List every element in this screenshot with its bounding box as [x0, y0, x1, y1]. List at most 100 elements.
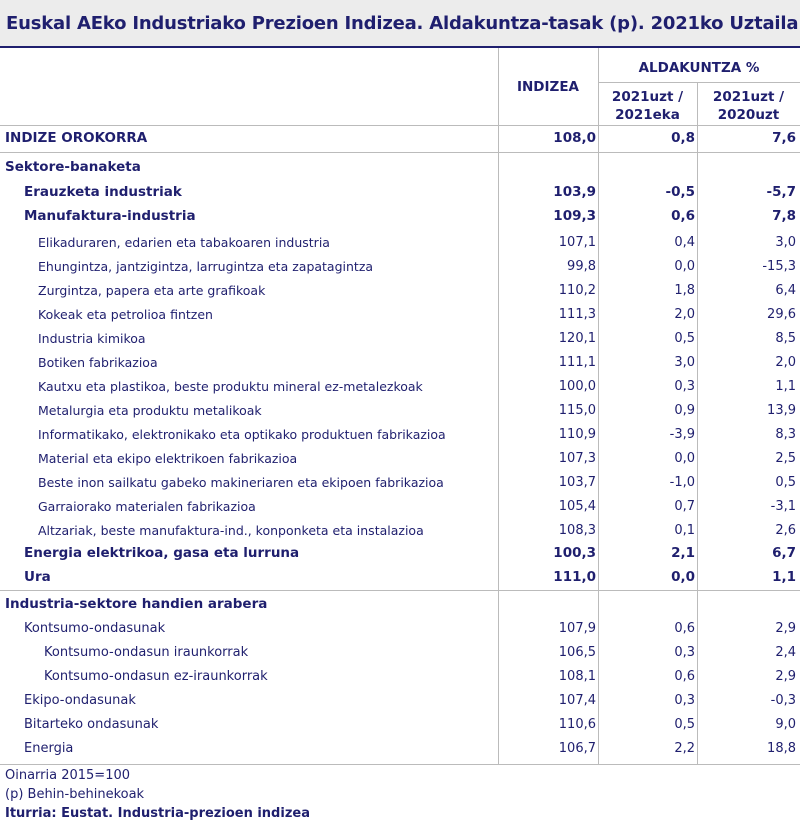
row-label: Kontsumo-ondasun ez-iraunkorrak: [44, 669, 268, 684]
table-row: Ekipo-ondasunak 107,4 0,3 -0,3: [0, 689, 800, 713]
cell-urtekoa: 2,0: [775, 355, 796, 370]
cell-indizea: 110,6: [558, 717, 596, 732]
cell-indizea: 111,1: [558, 355, 596, 370]
row-label: Elikaduraren, edarien eta tabakoaren ind…: [38, 235, 330, 250]
cell-hilekoa: 0,0: [674, 259, 695, 274]
row-label: Informatikako, elektronikako eta optikak…: [38, 427, 446, 442]
cell-indizea: 108,0: [553, 130, 596, 146]
row-label: Beste inon sailkatu gabeko makineriaren …: [38, 475, 444, 490]
row-label: Kautxu eta plastikoa, beste produktu min…: [38, 379, 423, 394]
table-row: Erauzketa industriak 103,9 -0,5 -5,7: [0, 180, 800, 204]
section-divider: [0, 152, 800, 153]
footnote-source: Iturria: Eustat. Industria-prezioen indi…: [5, 806, 310, 821]
row-label: Energia elektrikoa, gasa eta lurruna: [24, 545, 300, 561]
table-row: Kokeak eta petrolioa fintzen 111,3 2,0 2…: [0, 303, 800, 327]
table-row: Kontsumo-ondasun ez-iraunkorrak 108,1 0,…: [0, 665, 800, 689]
row-label: Zurgintza, papera eta arte grafikoak: [38, 283, 266, 298]
row-label: Botiken fabrikazioa: [38, 355, 158, 370]
table-row: Beste inon sailkatu gabeko makineriaren …: [0, 471, 800, 495]
section-heading: Sektore-banaketa: [0, 155, 800, 179]
cell-urtekoa: 13,9: [767, 403, 796, 418]
cell-urtekoa: 2,9: [775, 621, 796, 636]
row-label: Metalurgia eta produktu metalikoak: [38, 403, 262, 418]
table-row: Kontsumo-ondasunak 107,9 0,6 2,9: [0, 617, 800, 641]
cell-hilekoa: 0,6: [674, 669, 695, 684]
footnote-provisional: (p) Behin-behinekoak: [5, 787, 145, 802]
table-bottom-line: [0, 764, 800, 765]
cell-urtekoa: 2,9: [775, 669, 796, 684]
cell-hilekoa: -1,0: [669, 475, 695, 490]
header-col-urtekoa-1: 2021uzt /: [712, 89, 785, 105]
column-divider: [498, 48, 499, 765]
row-label: Ehungintza, jantzigintza, larrugintza et…: [38, 259, 374, 274]
row-label: INDIZE OROKORRA: [5, 130, 148, 146]
cell-hilekoa: 0,0: [671, 569, 695, 585]
cell-indizea: 106,7: [558, 741, 596, 756]
cell-indizea: 108,3: [558, 523, 596, 538]
cell-urtekoa: 0,5: [775, 475, 796, 490]
column-divider: [697, 83, 698, 765]
table-row: Metalurgia eta produktu metalikoak 115,0…: [0, 399, 800, 423]
cell-hilekoa: 0,7: [674, 499, 695, 514]
cell-urtekoa: 2,4: [775, 645, 796, 660]
cell-indizea: 103,7: [558, 475, 596, 490]
cell-hilekoa: 0,5: [674, 717, 695, 732]
table-row: Industria kimikoa 120,1 0,5 8,5: [0, 327, 800, 351]
row-label: Erauzketa industriak: [24, 184, 182, 200]
row-label: Sektore-banaketa: [5, 159, 141, 175]
cell-hilekoa: -3,9: [669, 427, 695, 442]
cell-hilekoa: 0,6: [674, 621, 695, 636]
cell-urtekoa: -15,3: [762, 259, 796, 274]
cell-indizea: 110,2: [558, 283, 596, 298]
cell-hilekoa: 3,0: [674, 355, 695, 370]
column-divider: [598, 48, 599, 765]
cell-hilekoa: 2,0: [674, 307, 695, 322]
header-col-hilekoa-2: 2021eka: [615, 107, 680, 123]
table-row: Altzariak, beste manufaktura-ind., konpo…: [0, 519, 800, 543]
table-row: Elikaduraren, edarien eta tabakoaren ind…: [0, 231, 800, 255]
header-indizea: INDIZEA: [516, 79, 579, 95]
row-label: Energia: [24, 741, 74, 756]
table-row: Garraiorako materialen fabrikazioa 105,4…: [0, 495, 800, 519]
table-row: Manufaktura-industria 109,3 0,6 7,8: [0, 204, 800, 228]
header-aldakuntza: ALDAKUNTZA %: [638, 60, 760, 76]
cell-indizea: 99,8: [567, 259, 596, 274]
footnote-base: Oinarria 2015=100: [5, 768, 131, 783]
cell-indizea: 108,1: [558, 669, 596, 684]
cell-indizea: 111,0: [553, 569, 596, 585]
cell-hilekoa: 2,2: [674, 741, 695, 756]
cell-urtekoa: 2,6: [775, 523, 796, 538]
row-label: Kokeak eta petrolioa fintzen: [38, 307, 213, 322]
table-row: Kontsumo-ondasun iraunkorrak 106,5 0,3 2…: [0, 641, 800, 665]
table-row: Ehungintza, jantzigintza, larrugintza et…: [0, 255, 800, 279]
cell-indizea: 107,4: [558, 693, 596, 708]
cell-urtekoa: 7,6: [772, 130, 796, 146]
table-row: Kautxu eta plastikoa, beste produktu min…: [0, 375, 800, 399]
table-row: Energia 106,7 2,2 18,8: [0, 737, 800, 761]
header-bottom-line: [0, 125, 800, 126]
cell-urtekoa: 3,0: [775, 235, 796, 250]
cell-hilekoa: 1,8: [674, 283, 695, 298]
row-label: Ekipo-ondasunak: [24, 693, 136, 708]
table-row: INDIZE OROKORRA 108,0 0,8 7,6: [0, 126, 800, 150]
cell-hilekoa: 0,8: [671, 130, 695, 146]
row-label: Material eta ekipo elektrikoen fabrikazi…: [38, 451, 298, 466]
table-row: Zurgintza, papera eta arte grafikoak 110…: [0, 279, 800, 303]
row-label: Kontsumo-ondasunak: [24, 621, 166, 636]
section-divider: [0, 590, 800, 591]
row-label: Bitarteko ondasunak: [24, 717, 159, 732]
cell-urtekoa: 9,0: [775, 717, 796, 732]
cell-urtekoa: -3,1: [770, 499, 796, 514]
cell-urtekoa: -0,3: [770, 693, 796, 708]
cell-indizea: 103,9: [553, 184, 596, 200]
cell-hilekoa: 0,3: [674, 645, 695, 660]
row-label: Garraiorako materialen fabrikazioa: [38, 499, 256, 514]
cell-hilekoa: 0,1: [674, 523, 695, 538]
cell-hilekoa: 0,3: [674, 693, 695, 708]
cell-urtekoa: 18,8: [767, 741, 796, 756]
cell-hilekoa: 0,3: [674, 379, 695, 394]
table-row: Informatikako, elektronikako eta optikak…: [0, 423, 800, 447]
title-bar: Euskal AEko Industriako Prezioen Indizea…: [0, 0, 800, 48]
cell-indizea: 107,9: [558, 621, 596, 636]
cell-urtekoa: 6,7: [772, 545, 796, 561]
